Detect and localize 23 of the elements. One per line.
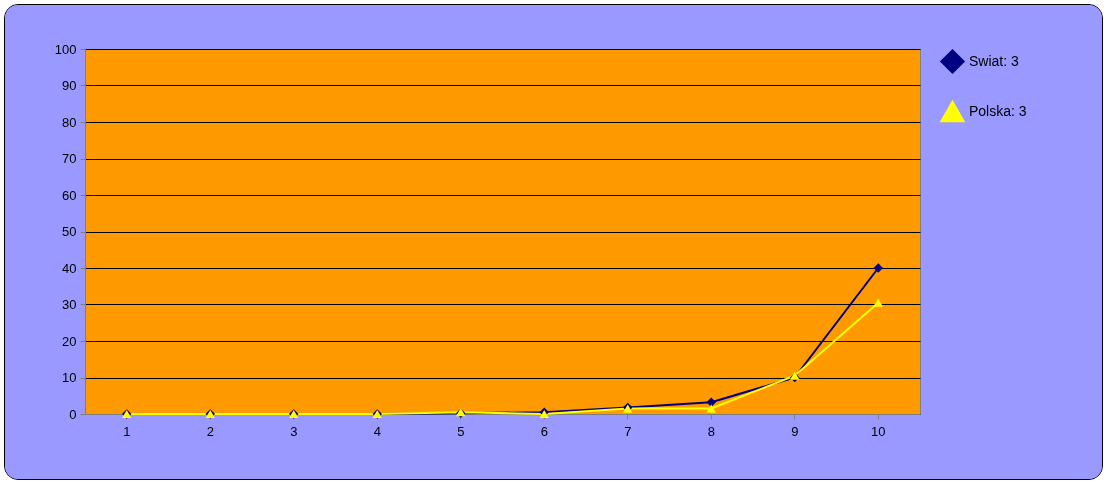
y-tick-label: 80 — [62, 114, 77, 130]
x-tick-label: 5 — [457, 423, 465, 439]
y-tick-label: 0 — [69, 406, 77, 422]
x-tick-label: 10 — [871, 423, 886, 439]
x-tick-label: 9 — [791, 423, 799, 439]
x-tick-label: 8 — [707, 423, 715, 439]
y-tick-label: 60 — [62, 187, 77, 203]
y-tick-label: 90 — [62, 78, 77, 93]
x-tick-label: 7 — [624, 423, 632, 439]
y-tick-label: 40 — [62, 260, 77, 276]
y-tick-label: 20 — [62, 333, 77, 349]
y-tick-label: 30 — [62, 297, 77, 312]
x-tick-label: 3 — [290, 423, 298, 439]
y-tick-label: 70 — [62, 151, 77, 166]
x-tick-label: 1 — [123, 423, 131, 439]
x-tick-label: 2 — [206, 423, 214, 439]
x-tick-label: 4 — [373, 423, 381, 439]
y-tick-label: 10 — [62, 370, 77, 385]
y-tick-label: 50 — [62, 224, 77, 239]
legend-label: Polska: 3 — [969, 102, 1027, 119]
y-tick-label: 100 — [54, 41, 77, 57]
legend-label: Swiat: 3 — [969, 52, 1020, 69]
x-tick-label: 6 — [540, 423, 548, 439]
